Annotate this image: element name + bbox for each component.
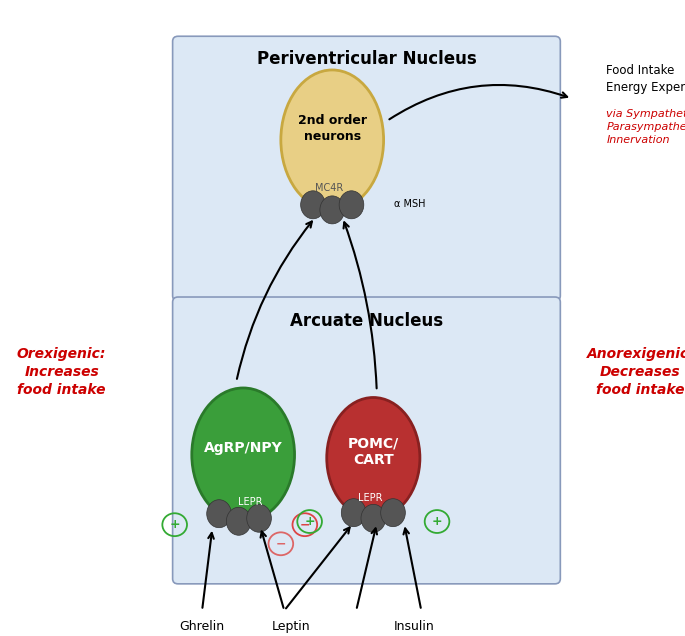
- Text: Periventricular Nucleus: Periventricular Nucleus: [257, 50, 476, 68]
- Ellipse shape: [339, 191, 364, 219]
- Text: −: −: [299, 518, 310, 531]
- Text: −: −: [275, 537, 286, 550]
- Ellipse shape: [320, 196, 345, 224]
- Text: 2nd order
neurons: 2nd order neurons: [298, 114, 366, 143]
- Text: Arcuate Nucleus: Arcuate Nucleus: [290, 312, 443, 330]
- Text: POMC/
CART: POMC/ CART: [348, 436, 399, 467]
- Text: LEPR: LEPR: [358, 493, 382, 503]
- Text: +: +: [169, 518, 180, 531]
- Ellipse shape: [381, 499, 406, 527]
- Text: Orexigenic:
Increases
food intake: Orexigenic: Increases food intake: [17, 347, 106, 398]
- Text: via Sympathetic or
Parasympathetic
Innervation: via Sympathetic or Parasympathetic Inner…: [606, 109, 685, 146]
- Text: Anorexigenic:
Decreases
food intake: Anorexigenic: Decreases food intake: [586, 347, 685, 398]
- Ellipse shape: [281, 70, 384, 210]
- Text: α MSH: α MSH: [394, 198, 425, 209]
- Ellipse shape: [247, 504, 271, 532]
- Text: Food Intake
Energy Expenditure: Food Intake Energy Expenditure: [606, 64, 685, 95]
- FancyBboxPatch shape: [173, 36, 560, 301]
- FancyBboxPatch shape: [173, 297, 560, 584]
- Text: AgRP/NPY: AgRP/NPY: [204, 441, 282, 455]
- Ellipse shape: [192, 388, 295, 522]
- Ellipse shape: [226, 508, 251, 536]
- Text: Ghrelin: Ghrelin: [179, 620, 225, 633]
- Text: +: +: [304, 515, 315, 528]
- Text: Leptin: Leptin: [272, 620, 310, 633]
- Ellipse shape: [207, 500, 232, 528]
- Ellipse shape: [327, 398, 420, 518]
- Text: LEPR: LEPR: [238, 497, 262, 508]
- Text: Insulin: Insulin: [394, 620, 435, 633]
- Text: +: +: [432, 515, 443, 528]
- Ellipse shape: [361, 504, 386, 532]
- Ellipse shape: [341, 499, 366, 527]
- Text: MC4R: MC4R: [314, 183, 343, 193]
- Ellipse shape: [301, 191, 325, 219]
